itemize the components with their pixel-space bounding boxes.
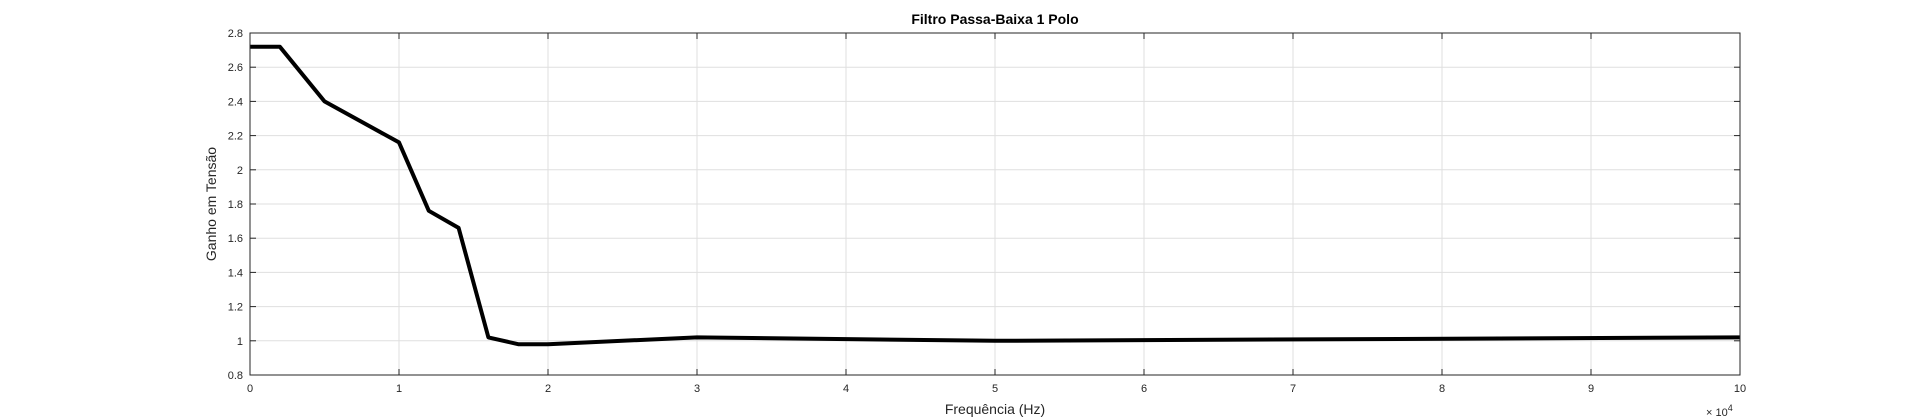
chart-title: Filtro Passa-Baixa 1 Polo bbox=[911, 11, 1078, 27]
x-tick-label: 1 bbox=[396, 383, 402, 395]
series-layer bbox=[250, 44, 1741, 347]
x-exponent-base: × 10 bbox=[1706, 407, 1728, 419]
series-line-0 bbox=[250, 44, 1741, 347]
x-tick-label: 4 bbox=[843, 383, 849, 395]
x-exponent-power: 4 bbox=[1728, 403, 1733, 413]
ticks bbox=[249, 32, 1741, 376]
y-tick-label: 1.6 bbox=[228, 233, 243, 245]
x-tick-label: 10 bbox=[1734, 383, 1746, 395]
y-tick-label: 1.2 bbox=[228, 302, 243, 314]
y-tick-label: 2.4 bbox=[228, 96, 243, 108]
y-tick-label: 1.8 bbox=[228, 199, 243, 211]
x-tick-label: 7 bbox=[1290, 383, 1296, 395]
x-axis-label: Frequência (Hz) bbox=[945, 401, 1045, 417]
y-tick-label: 2 bbox=[237, 165, 243, 177]
y-tick-label: 2.8 bbox=[228, 28, 243, 40]
y-tick-label: 1 bbox=[237, 336, 243, 348]
y-axis-label: Ganho em Tensão bbox=[203, 147, 219, 261]
x-exponent-label: × 104 bbox=[1706, 403, 1733, 419]
x-tick-label: 8 bbox=[1439, 383, 1445, 395]
x-tick-label: 5 bbox=[992, 383, 998, 395]
x-tick-label: 9 bbox=[1588, 383, 1594, 395]
x-tick-label: 6 bbox=[1141, 383, 1147, 395]
x-tick-label: 2 bbox=[545, 383, 551, 395]
x-tick-label: 3 bbox=[694, 383, 700, 395]
y-tick-label: 1.4 bbox=[228, 267, 243, 279]
x-tick-label: 0 bbox=[247, 383, 253, 395]
x-tick-labels: 0 1 2 3 4 5 6 7 8 9 10 bbox=[247, 383, 1746, 395]
y-tick-labels: 0.8 1 1.2 1.4 1.6 1.8 2 2.2 2.4 2.6 2.8 bbox=[228, 28, 243, 382]
y-tick-label: 0.8 bbox=[228, 370, 243, 382]
y-tick-label: 2.2 bbox=[228, 131, 243, 143]
y-tick-label: 2.6 bbox=[228, 62, 243, 74]
